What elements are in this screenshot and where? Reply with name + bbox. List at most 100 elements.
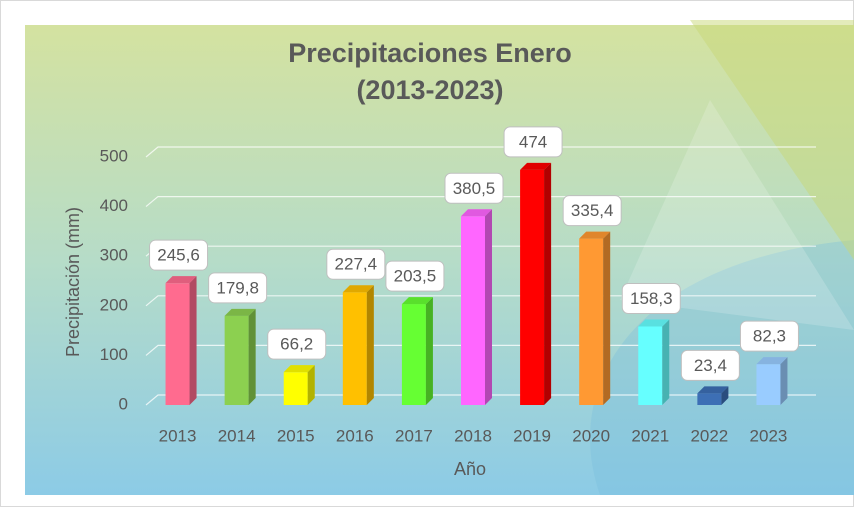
data-label: 179,8 [216,278,259,297]
data-label-box [680,349,740,381]
data-label-box [326,248,386,280]
bar-side [366,285,374,405]
decoration [620,100,854,330]
data-label-box [149,239,209,271]
bar-top [283,365,315,373]
bar-top-shade [342,285,374,293]
y-axis-label: Precipitación (mm) [63,207,83,357]
x-tick-label: 2017 [395,426,433,445]
bar-top-shade [697,386,729,394]
bar-side [721,386,729,405]
data-label-box [267,328,327,360]
bar-side [544,162,552,405]
x-tick-label: 2019 [513,426,551,445]
bar-top-shade [283,365,315,373]
x-tick-label: 2014 [218,426,256,445]
y-tick-label: 400 [100,196,128,215]
grid-line [145,146,816,158]
bar-top-shade [579,231,611,239]
data-label: 203,5 [394,267,437,286]
bar-side-shade [603,231,611,405]
bar-top [342,285,374,293]
bar [401,304,426,405]
bar-top-shade [461,209,492,217]
data-label-box [385,260,445,292]
bar-top [579,231,611,239]
bar [165,283,190,405]
bar-top [401,297,433,305]
x-tick-label: 2013 [159,426,197,445]
bar-top-shade [401,297,433,305]
data-label: 380,5 [453,179,496,198]
data-label: 158,3 [630,289,673,308]
bar-side [189,276,197,405]
bar [638,326,663,405]
bar-top-shade [165,276,197,284]
bar [579,238,604,405]
bar-side-shade [307,365,315,405]
x-tick-label: 2015 [277,426,315,445]
x-tick-label: 2016 [336,426,374,445]
bar-side-shade [189,276,197,405]
bar-top-shade [224,308,256,316]
bar-side [485,209,492,405]
bar-side-shade [485,209,492,405]
bar-top [461,209,492,217]
x-tick-label: 2018 [454,426,492,445]
x-tick-label: 2023 [750,426,788,445]
chart-title: Precipitaciones Enero [288,38,572,68]
x-axis-label: Año [454,459,486,479]
bar-top [520,162,552,170]
bar [756,364,781,405]
y-tick-label: 500 [100,146,128,165]
bar-side [425,297,433,405]
data-label: 82,3 [753,327,786,346]
data-label: 23,4 [694,356,727,375]
bar-side-shade [662,319,670,405]
bar [697,393,722,405]
bar-side [248,308,256,405]
bar-top [165,276,197,284]
bar [520,169,545,405]
data-label-box [503,126,563,158]
chart-subtitle: (2013-2023) [356,75,503,105]
x-tick-label: 2022 [690,426,728,445]
bar-side-shade [366,285,374,405]
bar-top [224,308,256,316]
data-label-box [444,172,504,204]
bar [283,372,308,405]
bar-side-shade [721,386,729,405]
data-label-box [621,282,681,314]
bar-side [603,231,611,405]
bar [342,292,367,405]
bar-top [638,319,670,327]
bar-side-shade [425,297,433,405]
data-label-box [208,272,268,304]
data-label: 227,4 [335,255,378,274]
x-tick-label: 2021 [631,426,669,445]
bar-top [697,386,729,394]
y-tick-label: 0 [119,394,128,413]
y-tick-label: 300 [100,246,128,265]
decoration [690,20,854,260]
data-label-box [739,320,799,352]
bar-side-shade [780,357,788,405]
bar [224,315,249,405]
bar-side [662,319,670,405]
bar-side [780,357,788,405]
data-label: 245,6 [157,246,200,265]
bar-side-shade [544,162,552,405]
y-tick-label: 100 [100,345,128,364]
data-label: 66,2 [280,335,313,354]
bar-top-shade [520,162,552,170]
bar-top [756,357,788,365]
bar-side [307,365,315,405]
data-label-box [562,195,622,227]
bar-top-shade [638,319,670,327]
x-tick-label: 2020 [572,426,610,445]
bar [461,216,485,405]
data-label: 474 [519,132,547,151]
bar-top-shade [756,357,788,365]
y-tick-label: 200 [100,295,128,314]
